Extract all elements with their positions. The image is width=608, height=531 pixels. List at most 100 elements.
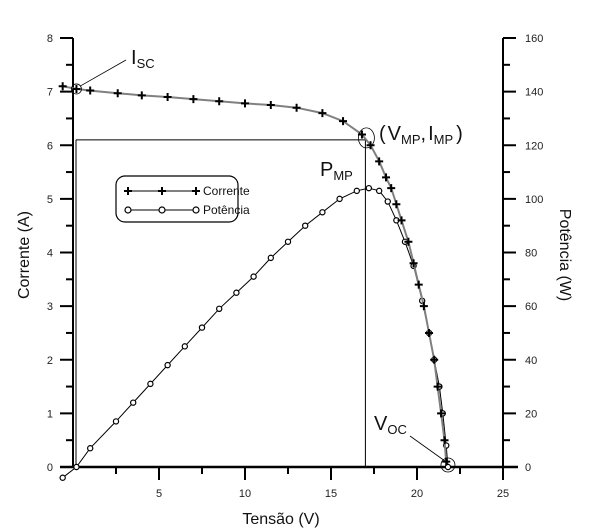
- legend-markers-potencia: [124, 206, 200, 214]
- current-point: [397, 216, 406, 225]
- isc-leader: [80, 59, 127, 87]
- current-point: [433, 382, 442, 391]
- isc-label-main: I: [131, 47, 137, 69]
- power-point: [384, 198, 391, 205]
- voc-leader: [409, 435, 446, 462]
- current-point: [437, 409, 446, 418]
- current-point: [414, 280, 423, 289]
- pmp-label: PMP: [320, 159, 353, 183]
- x-tick-label: 10: [239, 488, 251, 500]
- power-point: [319, 209, 326, 216]
- y-axis-title: Corrente (A): [16, 211, 33, 299]
- current-point: [58, 82, 67, 91]
- y2-tick-label: 100: [525, 194, 543, 206]
- series-corrente: [58, 82, 451, 466]
- current-point: [409, 259, 418, 268]
- current-point: [318, 109, 327, 118]
- legend-label-potencia: Potência: [203, 203, 250, 217]
- pmp-label-main: P: [320, 159, 333, 181]
- current-point: [339, 117, 348, 126]
- isc-label-sub: SC: [137, 56, 155, 71]
- current-point: [382, 173, 391, 182]
- legend-marker-potencia: [124, 206, 132, 214]
- power-point: [267, 254, 274, 262]
- power-point: [353, 187, 360, 195]
- power-point: [444, 463, 452, 471]
- y-tick-label: 2: [47, 355, 53, 367]
- x-tick-label: 5: [156, 488, 162, 500]
- power-point: [73, 463, 80, 471]
- current-point: [375, 157, 384, 166]
- current-point: [215, 97, 224, 106]
- current-point: [86, 86, 95, 95]
- current-point: [442, 457, 451, 466]
- y2-tick-label: 0: [525, 462, 531, 474]
- current-point: [241, 99, 249, 108]
- vmp-imp-label: (VMP, IMP): [379, 123, 463, 147]
- y-tick-label: 8: [47, 33, 53, 45]
- current-point: [357, 130, 366, 139]
- y2-tick-label: 140: [525, 87, 543, 99]
- power-point: [365, 184, 373, 192]
- current-point: [113, 89, 122, 98]
- x-axis-title: Tensão (V): [242, 511, 319, 528]
- power-point: [250, 273, 257, 280]
- x-tick-label: 25: [497, 488, 509, 500]
- y-tick-label: 3: [47, 301, 53, 313]
- current-point: [430, 355, 439, 364]
- y-tick-label: 0: [47, 462, 53, 474]
- power-point: [215, 305, 223, 313]
- power-point: [233, 289, 240, 296]
- power-point: [181, 343, 188, 350]
- y2-tick-label: 40: [525, 355, 537, 367]
- legend-marker-corrente: [192, 187, 200, 195]
- y2-axis-title: Potência (W): [556, 209, 573, 301]
- voc-circle: [440, 457, 456, 473]
- power-point: [336, 195, 343, 203]
- current-point: [419, 302, 428, 311]
- x-tick-label: 20: [411, 488, 423, 500]
- current-point: [163, 92, 172, 101]
- power-point: [302, 222, 309, 229]
- power-point: [147, 380, 154, 388]
- legend-markers-corrente: [124, 187, 200, 195]
- vmp-imp-comma: ,: [421, 123, 427, 145]
- imp-label-sub: MP: [434, 132, 454, 147]
- current-point: [387, 184, 396, 193]
- legend-label-corrente: Corrente: [203, 184, 250, 198]
- power-point: [198, 324, 206, 331]
- y-tick-label: 7: [47, 87, 53, 99]
- voc-label-sub: OC: [387, 422, 407, 437]
- current-point: [425, 328, 434, 337]
- legend-marker-potencia: [158, 206, 166, 214]
- power-point: [86, 445, 94, 452]
- y2-tick-label: 120: [525, 140, 543, 152]
- current-point: [72, 84, 81, 93]
- current-point: [404, 237, 413, 246]
- current-point: [440, 436, 449, 445]
- isc-label: ISC: [131, 47, 155, 71]
- power-point: [164, 361, 171, 369]
- current-point: [392, 200, 401, 209]
- vmp-imp-close: ): [456, 123, 463, 145]
- legend-marker-potencia: [192, 206, 200, 214]
- legend-marker-corrente: [124, 187, 132, 195]
- current-point: [292, 103, 301, 112]
- voc-label-main: V: [374, 413, 388, 435]
- y2-tick-label: 80: [525, 248, 537, 260]
- mpp-circle: [357, 127, 375, 149]
- imp-label-main: I: [428, 123, 434, 145]
- current-point: [366, 141, 375, 150]
- vmp-label-sub: MP: [401, 132, 421, 147]
- power-point: [284, 238, 292, 245]
- legend-marker-corrente: [158, 187, 166, 195]
- power-point: [375, 187, 383, 195]
- mpp-rectangle: [75, 139, 366, 467]
- current-line: [62, 85, 448, 462]
- x-tick-label: 15: [325, 488, 337, 500]
- current-point: [189, 95, 198, 104]
- current-point: [137, 91, 146, 100]
- y-tick-label: 6: [47, 140, 53, 152]
